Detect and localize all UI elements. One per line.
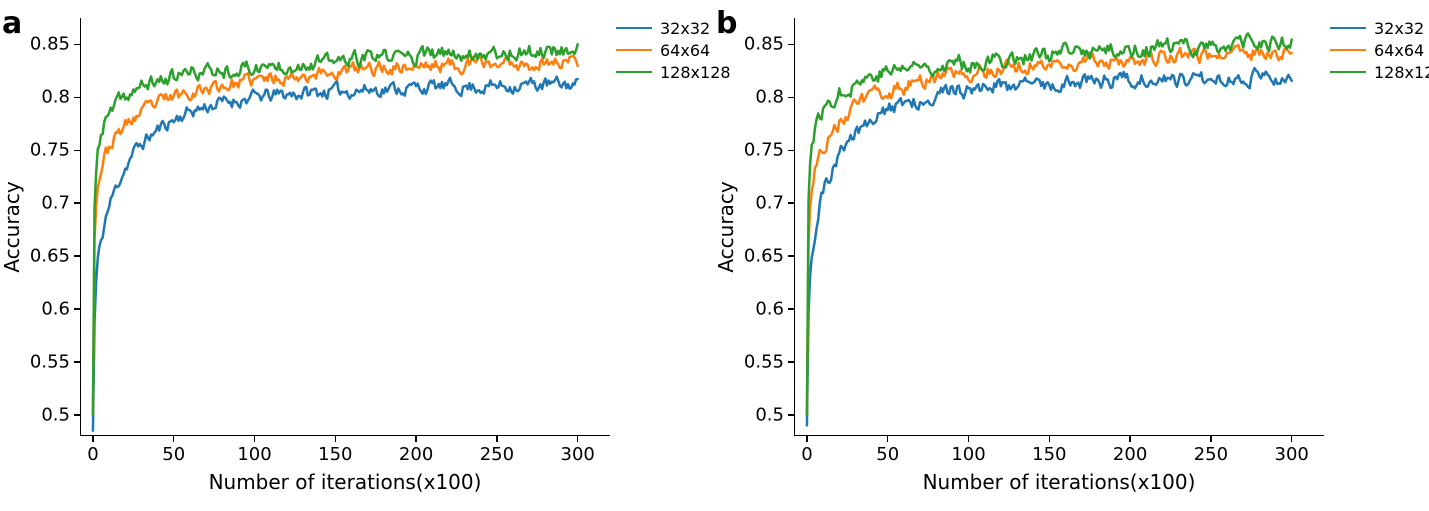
legend-swatch <box>616 49 652 52</box>
legend-swatch <box>1330 71 1366 74</box>
ytick-label: 0.8 <box>41 87 70 108</box>
xtick <box>1291 436 1293 442</box>
ytick-label: 0.55 <box>30 351 70 372</box>
panel-a-xlabel: Number of iterations(x100) <box>209 470 482 494</box>
panel-b-xlabel: Number of iterations(x100) <box>923 470 1196 494</box>
legend-label: 32x32 <box>1374 19 1424 38</box>
figure: a Number of iterations(x100) Accuracy 32… <box>0 0 1429 511</box>
legend-label: 32x32 <box>660 19 710 38</box>
legend-swatch <box>1330 49 1366 52</box>
ytick-label: 0.55 <box>744 351 784 372</box>
xtick-label: 50 <box>162 444 185 465</box>
ytick <box>788 202 794 204</box>
ytick-label: 0.5 <box>755 404 784 425</box>
ytick-label: 0.7 <box>41 193 70 214</box>
panel-a-label: a <box>2 6 22 41</box>
xtick-label: 200 <box>399 444 433 465</box>
legend-item: 32x32 <box>1330 18 1429 38</box>
panel-b-axes-frame <box>794 18 1324 436</box>
xtick-label: 0 <box>87 444 98 465</box>
xtick <box>577 436 579 442</box>
legend-label: 64x64 <box>1374 41 1424 60</box>
ytick <box>74 150 80 152</box>
ytick <box>788 414 794 416</box>
ytick-label: 0.5 <box>41 404 70 425</box>
ytick <box>74 44 80 46</box>
ytick <box>74 308 80 310</box>
ytick-label: 0.7 <box>755 193 784 214</box>
xtick-label: 250 <box>1194 444 1228 465</box>
xtick <box>92 436 94 442</box>
legend-label: 128x128 <box>1374 63 1429 82</box>
panel-a-plot-area <box>80 18 610 436</box>
xtick <box>887 436 889 442</box>
xtick <box>254 436 256 442</box>
xtick-label: 150 <box>1032 444 1066 465</box>
xtick-label: 0 <box>801 444 812 465</box>
panel-b-label: b <box>716 6 737 41</box>
ytick <box>74 97 80 99</box>
ytick <box>74 414 80 416</box>
panel-b: b Number of iterations(x100) Accuracy 32… <box>714 0 1429 511</box>
xtick <box>968 436 970 442</box>
ytick <box>788 44 794 46</box>
ytick <box>74 361 80 363</box>
xtick-label: 250 <box>480 444 514 465</box>
ytick <box>788 97 794 99</box>
xtick <box>806 436 808 442</box>
xtick-label: 50 <box>876 444 899 465</box>
xtick <box>1210 436 1212 442</box>
xtick-label: 200 <box>1113 444 1147 465</box>
xtick <box>1129 436 1131 442</box>
legend-label: 64x64 <box>660 41 710 60</box>
legend-swatch <box>1330 27 1366 30</box>
xtick-label: 100 <box>237 444 271 465</box>
ytick-label: 0.6 <box>755 299 784 320</box>
xtick <box>415 436 417 442</box>
panel-b-ylabel: Accuracy <box>714 181 738 272</box>
ytick-label: 0.75 <box>30 140 70 161</box>
xtick <box>173 436 175 442</box>
ytick-label: 0.8 <box>755 87 784 108</box>
panel-a: a Number of iterations(x100) Accuracy 32… <box>0 0 715 511</box>
ytick <box>74 202 80 204</box>
xtick-label: 300 <box>1274 444 1308 465</box>
ytick-label: 0.65 <box>744 246 784 267</box>
panel-a-ylabel: Accuracy <box>0 181 24 272</box>
ytick <box>788 361 794 363</box>
ytick-label: 0.85 <box>30 34 70 55</box>
xtick-label: 100 <box>951 444 985 465</box>
legend-swatch <box>616 71 652 74</box>
panel-a-axes-frame <box>80 18 610 436</box>
legend-swatch <box>616 27 652 30</box>
ytick-label: 0.65 <box>30 246 70 267</box>
ytick-label: 0.6 <box>41 299 70 320</box>
xtick-label: 300 <box>560 444 594 465</box>
ytick <box>74 255 80 257</box>
xtick <box>1049 436 1051 442</box>
ytick <box>788 150 794 152</box>
panel-b-legend: 32x32 64x64 128x128 <box>1330 18 1429 84</box>
legend-item: 64x64 <box>1330 40 1429 60</box>
ytick-label: 0.85 <box>744 34 784 55</box>
ytick <box>788 255 794 257</box>
ytick-label: 0.75 <box>744 140 784 161</box>
xtick-label: 150 <box>318 444 352 465</box>
panel-b-plot-area <box>794 18 1324 436</box>
xtick <box>335 436 337 442</box>
ytick <box>788 308 794 310</box>
legend-item: 128x128 <box>1330 62 1429 82</box>
xtick <box>496 436 498 442</box>
